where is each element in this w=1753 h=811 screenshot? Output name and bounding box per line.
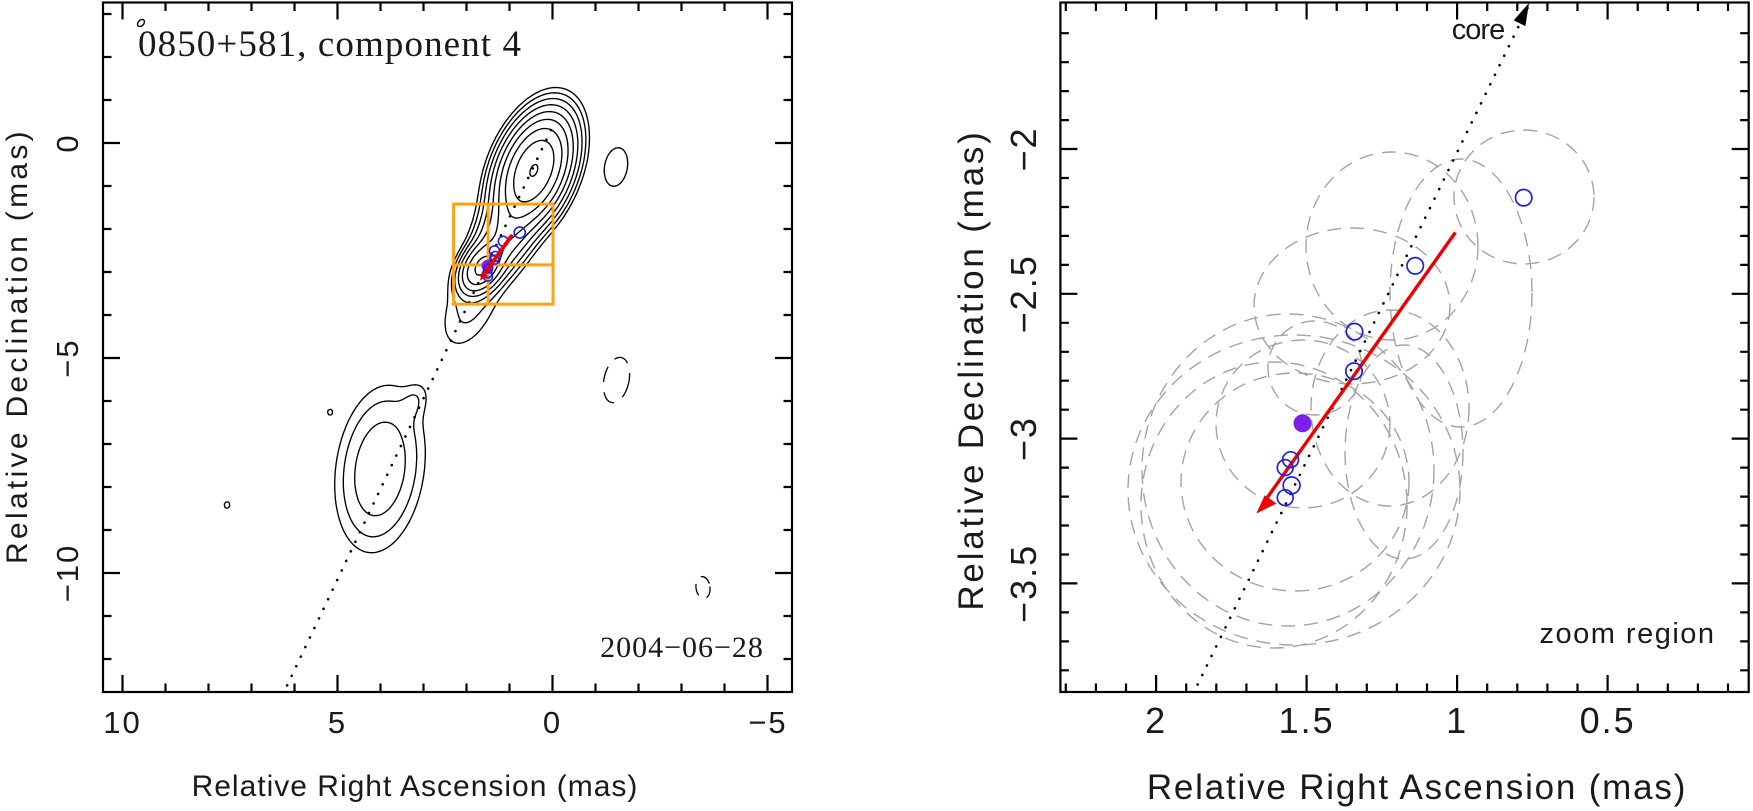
svg-text:−5: −5 [748, 705, 787, 740]
svg-text:Relative Right Ascension (mas): Relative Right Ascension (mas) [192, 770, 639, 803]
svg-text:0: 0 [50, 133, 85, 152]
svg-text:core: core [1452, 14, 1504, 46]
svg-text:zoom region: zoom region [1539, 618, 1715, 650]
svg-text:2004−06−28: 2004−06−28 [600, 631, 764, 664]
svg-text:−3.5: −3.5 [1003, 544, 1044, 623]
svg-text:0850+581, component 4: 0850+581, component 4 [138, 24, 522, 65]
svg-text:Relative Declination (mas): Relative Declination (mas) [952, 129, 991, 610]
svg-text:5: 5 [328, 705, 347, 740]
svg-text:0: 0 [543, 705, 562, 740]
svg-text:2: 2 [1145, 700, 1167, 741]
svg-text:1: 1 [1446, 700, 1468, 741]
svg-text:10: 10 [103, 705, 141, 740]
svg-text:Relative Right Ascension (mas): Relative Right Ascension (mas) [1147, 768, 1687, 807]
svg-text:−10: −10 [50, 544, 85, 603]
svg-text:−5: −5 [50, 338, 85, 377]
svg-text:1.5: 1.5 [1279, 700, 1335, 741]
svg-text:Relative Declination (mas): Relative Declination (mas) [1, 128, 34, 564]
svg-text:−3: −3 [1003, 416, 1044, 461]
svg-text:−2: −2 [1003, 126, 1044, 171]
svg-text:0.5: 0.5 [1580, 700, 1636, 741]
svg-text:−2.5: −2.5 [1003, 254, 1044, 333]
